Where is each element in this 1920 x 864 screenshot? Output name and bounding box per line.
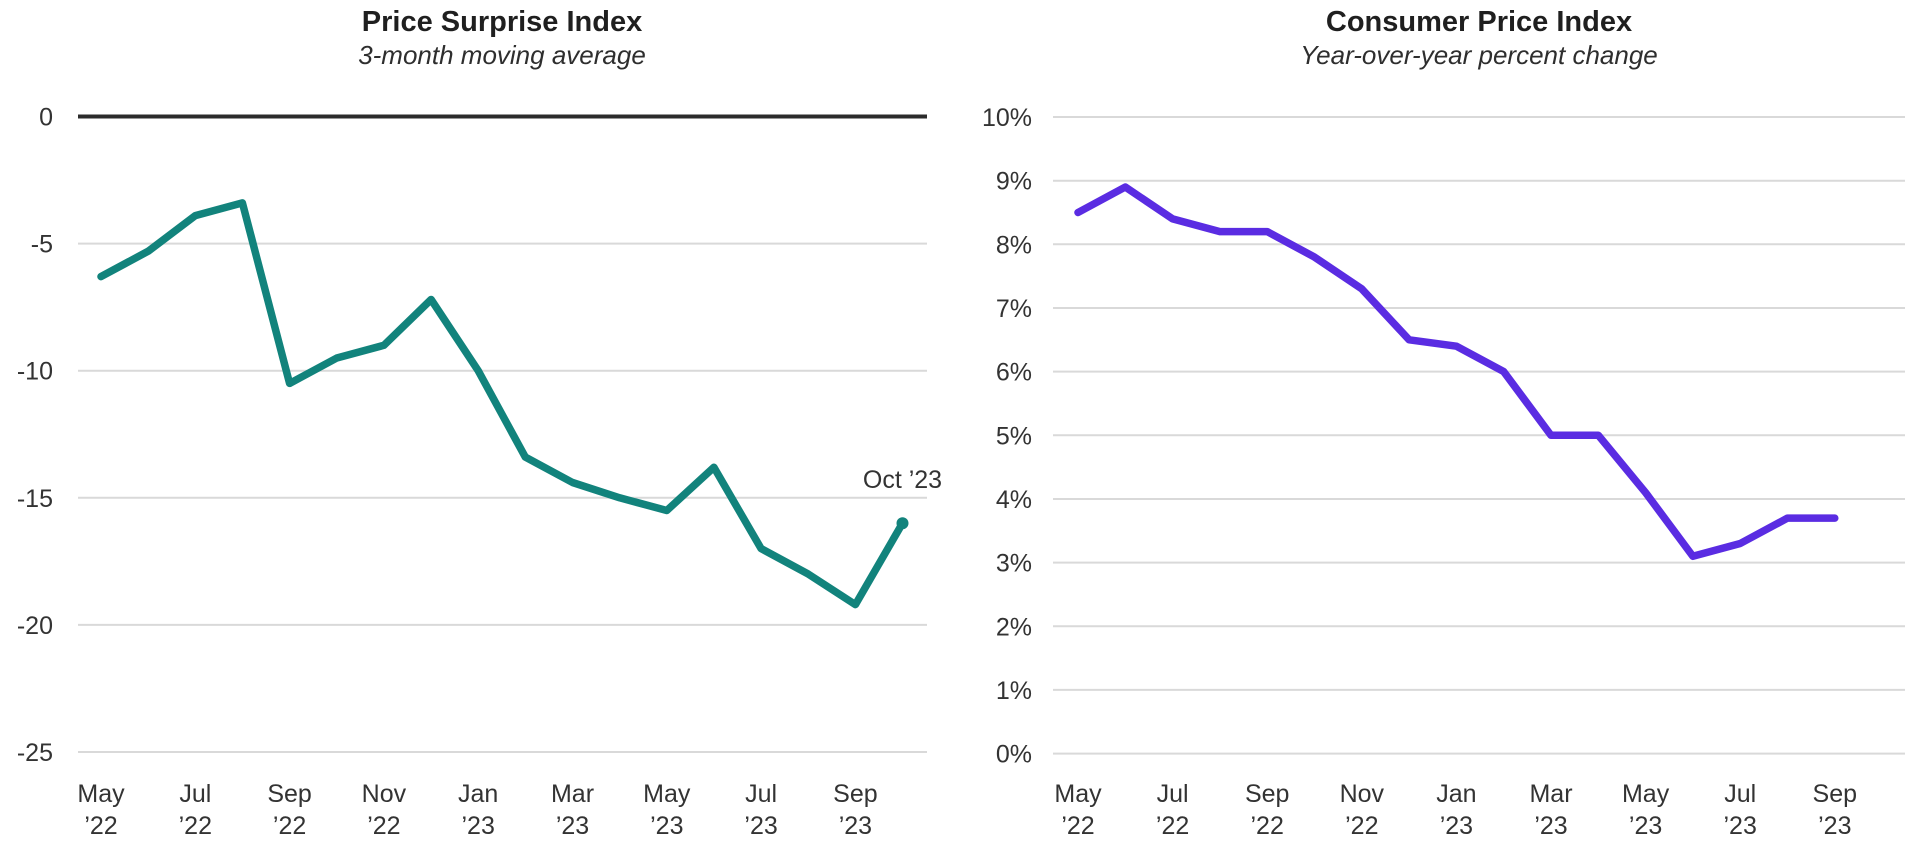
x-tick-label-year: ’23: [1724, 812, 1757, 840]
x-tick-label-year: ’23: [556, 812, 589, 840]
x-tick-label-month: Sep: [1813, 780, 1857, 808]
x-tick-label-year: ’22: [1156, 812, 1189, 840]
x-tick-label-year: ’22: [84, 812, 117, 840]
x-tick-label-year: ’23: [650, 812, 683, 840]
x-tick-label-year: ’23: [1818, 812, 1851, 840]
y-tick-label: -5: [31, 231, 53, 259]
chart-title: Price Surprise Index: [362, 6, 642, 38]
y-tick-label: 3%: [996, 550, 1032, 578]
x-tick-label-month: Sep: [833, 780, 877, 808]
chart-subtitle: 3-month moving average: [358, 40, 646, 70]
x-tick-label-month: May: [643, 780, 691, 808]
x-tick-label-year: ’23: [839, 812, 872, 840]
y-tick-label: 1%: [996, 677, 1032, 705]
x-tick-label-year: ’23: [462, 812, 495, 840]
x-tick-label-year: ’23: [1440, 812, 1473, 840]
price-surprise-index-plot: Price Surprise Index 3-month moving aver…: [17, 6, 942, 841]
y-tick-label: 2%: [996, 613, 1032, 641]
x-tick-label-month: Jul: [1157, 780, 1189, 808]
x-tick-label-year: ’23: [744, 812, 777, 840]
x-tick-label-month: Sep: [267, 780, 311, 808]
x-tick-label-year: ’23: [1534, 812, 1567, 840]
x-tick-label-month: Mar: [551, 780, 594, 808]
x-tick-label-month: May: [1622, 780, 1670, 808]
y-tick-label: -15: [17, 485, 53, 513]
y-tick-label: 4%: [996, 486, 1032, 514]
x-tick-label-month: Mar: [1529, 780, 1572, 808]
latest-point-dot: [896, 517, 909, 530]
x-tick-label-month: Jan: [458, 780, 498, 808]
y-tick-label: 6%: [996, 359, 1032, 387]
consumer-price-index-plot: Consumer Price Index Year-over-year perc…: [982, 6, 1905, 840]
y-tick-label: 5%: [996, 422, 1032, 450]
y-tick-label: -25: [17, 739, 53, 767]
x-tick-label-month: May: [77, 780, 125, 808]
y-tick-label: 9%: [996, 168, 1032, 196]
series-line: [97, 199, 907, 609]
y-tick-label: -20: [17, 612, 53, 640]
series-line: [1074, 183, 1839, 561]
plot-area: 0 -5 -10 -15 -20 -25 May ’22 Jul ’22 Sep ’22 Nov ’22 J…: [17, 104, 942, 841]
price-surprise-index-chart: Price Surprise Index 3-month moving aver…: [17, 6, 942, 841]
x-tick-label-month: Nov: [362, 780, 407, 808]
chart-title: Consumer Price Index: [1326, 6, 1632, 38]
plot-area: 10% 9% 8% 7% 6% 5% 4% 3% 2% 1% 0% May ’22 Jul ’22 Sep ’2…: [982, 104, 1905, 840]
y-tick-label: -10: [17, 358, 53, 386]
x-tick-label-month: Sep: [1245, 780, 1289, 808]
x-tick-label-month: Jan: [1436, 780, 1476, 808]
y-tick-label: 10%: [982, 104, 1032, 132]
x-tick-label-month: Jul: [745, 780, 777, 808]
consumer-price-index-chart: Consumer Price Index Year-over-year perc…: [960, 0, 1920, 864]
x-tick-label-month: Jul: [179, 780, 211, 808]
y-tick-label: 0: [39, 104, 53, 132]
y-tick-label: 7%: [996, 295, 1032, 323]
x-tick-label-year: ’22: [179, 812, 212, 840]
y-tick-label: 0%: [996, 741, 1032, 769]
x-tick-label-month: Nov: [1340, 780, 1385, 808]
x-tick-label-year: ’22: [1251, 812, 1284, 840]
y-tick-label: 8%: [996, 231, 1032, 259]
x-tick-label-year: ’22: [1345, 812, 1378, 840]
x-tick-label-year: ’22: [1061, 812, 1094, 840]
x-tick-label-year: ’22: [367, 812, 400, 840]
latest-point-annotation: Oct ’23: [863, 466, 942, 494]
chart-subtitle: Year-over-year percent change: [1300, 40, 1658, 70]
x-tick-label-month: May: [1054, 780, 1102, 808]
x-tick-label-year: ’23: [1629, 812, 1662, 840]
x-tick-label-month: Jul: [1724, 780, 1756, 808]
x-tick-label-year: ’22: [273, 812, 306, 840]
